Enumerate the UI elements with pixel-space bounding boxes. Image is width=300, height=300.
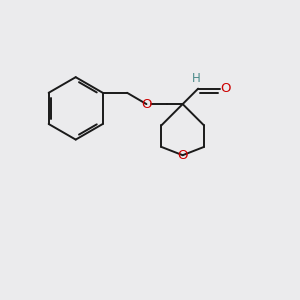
Text: O: O [177, 149, 188, 162]
Text: O: O [141, 98, 152, 111]
Text: H: H [191, 72, 200, 85]
Text: O: O [220, 82, 230, 95]
